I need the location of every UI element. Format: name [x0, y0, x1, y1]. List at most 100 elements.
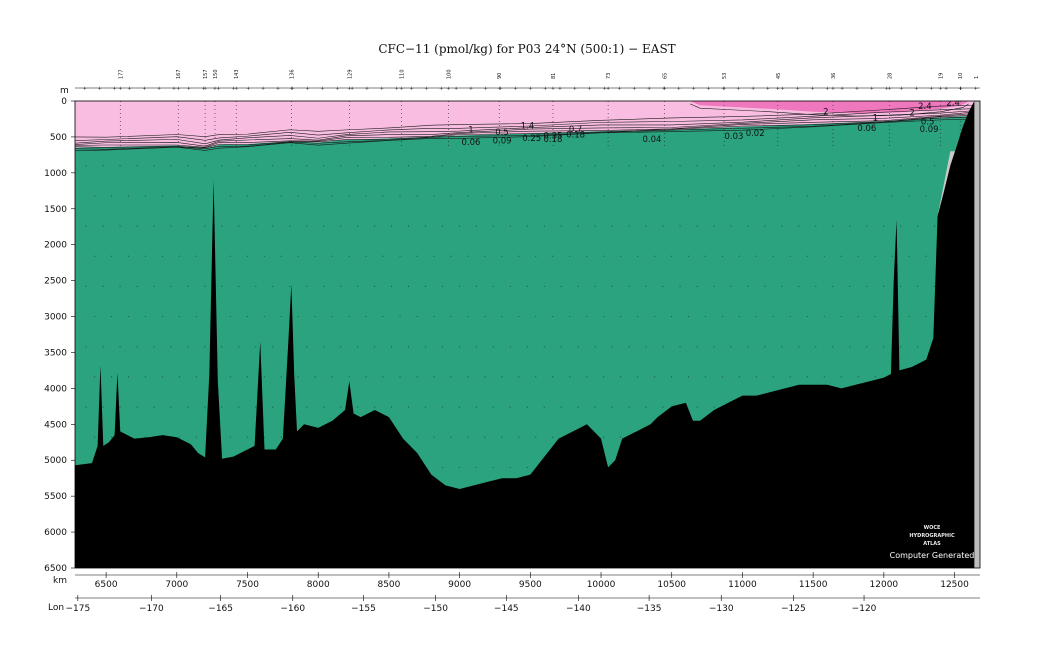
sample-dot [475, 346, 477, 348]
station-marker-major: + [938, 86, 942, 92]
sample-dot [161, 376, 164, 378]
ocean-bottom [75, 101, 980, 568]
sample-dot [798, 285, 800, 287]
station-marker-major: + [606, 86, 610, 92]
sample-dot [424, 225, 427, 227]
sample-dot [170, 285, 172, 287]
sample-dot [297, 376, 299, 378]
sample-dot [382, 376, 384, 378]
sample-dot [823, 315, 825, 318]
y-tick-label: 500 [50, 133, 67, 143]
sample-dot [102, 346, 104, 348]
sample-dot [407, 165, 410, 167]
sample-dot [187, 165, 189, 167]
computer-generated-label: Computer Generated [890, 551, 975, 560]
sample-dot [501, 195, 503, 197]
sample-dot [569, 315, 571, 318]
station-label: 100 [446, 69, 452, 79]
sample-dot [280, 315, 282, 318]
lon-axis-label: Lon [48, 603, 64, 613]
sample-dot [492, 406, 494, 408]
sample-dot [416, 436, 418, 438]
sample-dot [832, 346, 834, 348]
sample-dot [221, 225, 223, 227]
station-label: 1 [974, 76, 980, 79]
sample-dot [866, 346, 868, 348]
sample-dot [713, 346, 715, 348]
station-marker: + [409, 86, 413, 92]
high-cfc-region [690, 101, 969, 114]
contour-label: 1.4 [521, 121, 535, 131]
contour-label: 0.04 [642, 135, 661, 145]
station-marker: + [692, 86, 696, 92]
station-marker-major: + [289, 86, 293, 92]
station-marker: + [439, 86, 443, 92]
station-marker: + [306, 86, 310, 92]
contour-line [75, 111, 980, 147]
station-marker: + [187, 86, 191, 92]
sample-dot [458, 466, 461, 469]
sample-dot [153, 285, 155, 287]
station-marker: + [380, 86, 384, 92]
sample-dot [399, 195, 401, 197]
station-marker: + [335, 86, 339, 92]
sample-dot [110, 436, 113, 438]
sample-dot [560, 346, 562, 348]
sample-dot [594, 225, 596, 227]
sample-dot [620, 315, 622, 318]
sample-dot [670, 195, 673, 197]
sample-dot [161, 195, 164, 197]
sample-dot [662, 285, 664, 287]
sample-dot [323, 406, 325, 408]
sample-dot [348, 255, 350, 257]
sample-dot [577, 406, 579, 408]
sample-dot [416, 315, 418, 318]
sample-dot [628, 225, 630, 227]
sample-dot [764, 225, 766, 227]
sample-dot [204, 165, 206, 167]
sample-dot [204, 225, 206, 227]
sample-dot [110, 195, 113, 197]
sample-dot [620, 255, 622, 257]
sample-dot [696, 346, 698, 348]
sample-dot [170, 165, 172, 167]
sample-dot [136, 225, 138, 227]
sample-dot [357, 225, 359, 227]
sample-dot [815, 165, 817, 167]
sample-dot [636, 195, 639, 197]
sample-dot [340, 406, 342, 408]
y-tick-label: 5500 [44, 492, 67, 502]
lon-tick-label: −175 [65, 604, 90, 614]
sample-dot [535, 315, 537, 318]
sample-dot [441, 346, 444, 348]
sample-dot [594, 346, 596, 348]
sample-dot [526, 346, 528, 348]
contour-label: 1 [873, 113, 878, 123]
sample-dot [713, 165, 715, 167]
sample-dot [373, 165, 376, 167]
sample-dot [849, 285, 851, 287]
lon-tick-label: −160 [280, 604, 305, 614]
station-marker: + [855, 86, 859, 92]
station-marker: + [395, 86, 399, 92]
sample-dot [127, 195, 130, 197]
station-marker-major: + [234, 86, 238, 92]
x-tick-label: 12000 [870, 580, 899, 590]
sample-dot [755, 315, 757, 318]
lon-tick-label: −120 [852, 604, 877, 614]
sample-dot [331, 195, 333, 197]
sample-dot [323, 165, 325, 167]
sample-dot [399, 376, 401, 378]
sample-dot [721, 255, 724, 257]
sample-dot [772, 255, 774, 257]
sample-dot [764, 165, 766, 167]
sample-dot [407, 346, 410, 348]
sample-dot [594, 165, 596, 167]
y-tick-label: 5000 [44, 456, 67, 466]
sample-dot [866, 165, 868, 167]
sample-dot [916, 225, 919, 227]
sample-dot [484, 436, 486, 438]
sample-dot [933, 285, 936, 287]
sample-dot [577, 285, 579, 287]
station-marker: + [781, 86, 785, 92]
